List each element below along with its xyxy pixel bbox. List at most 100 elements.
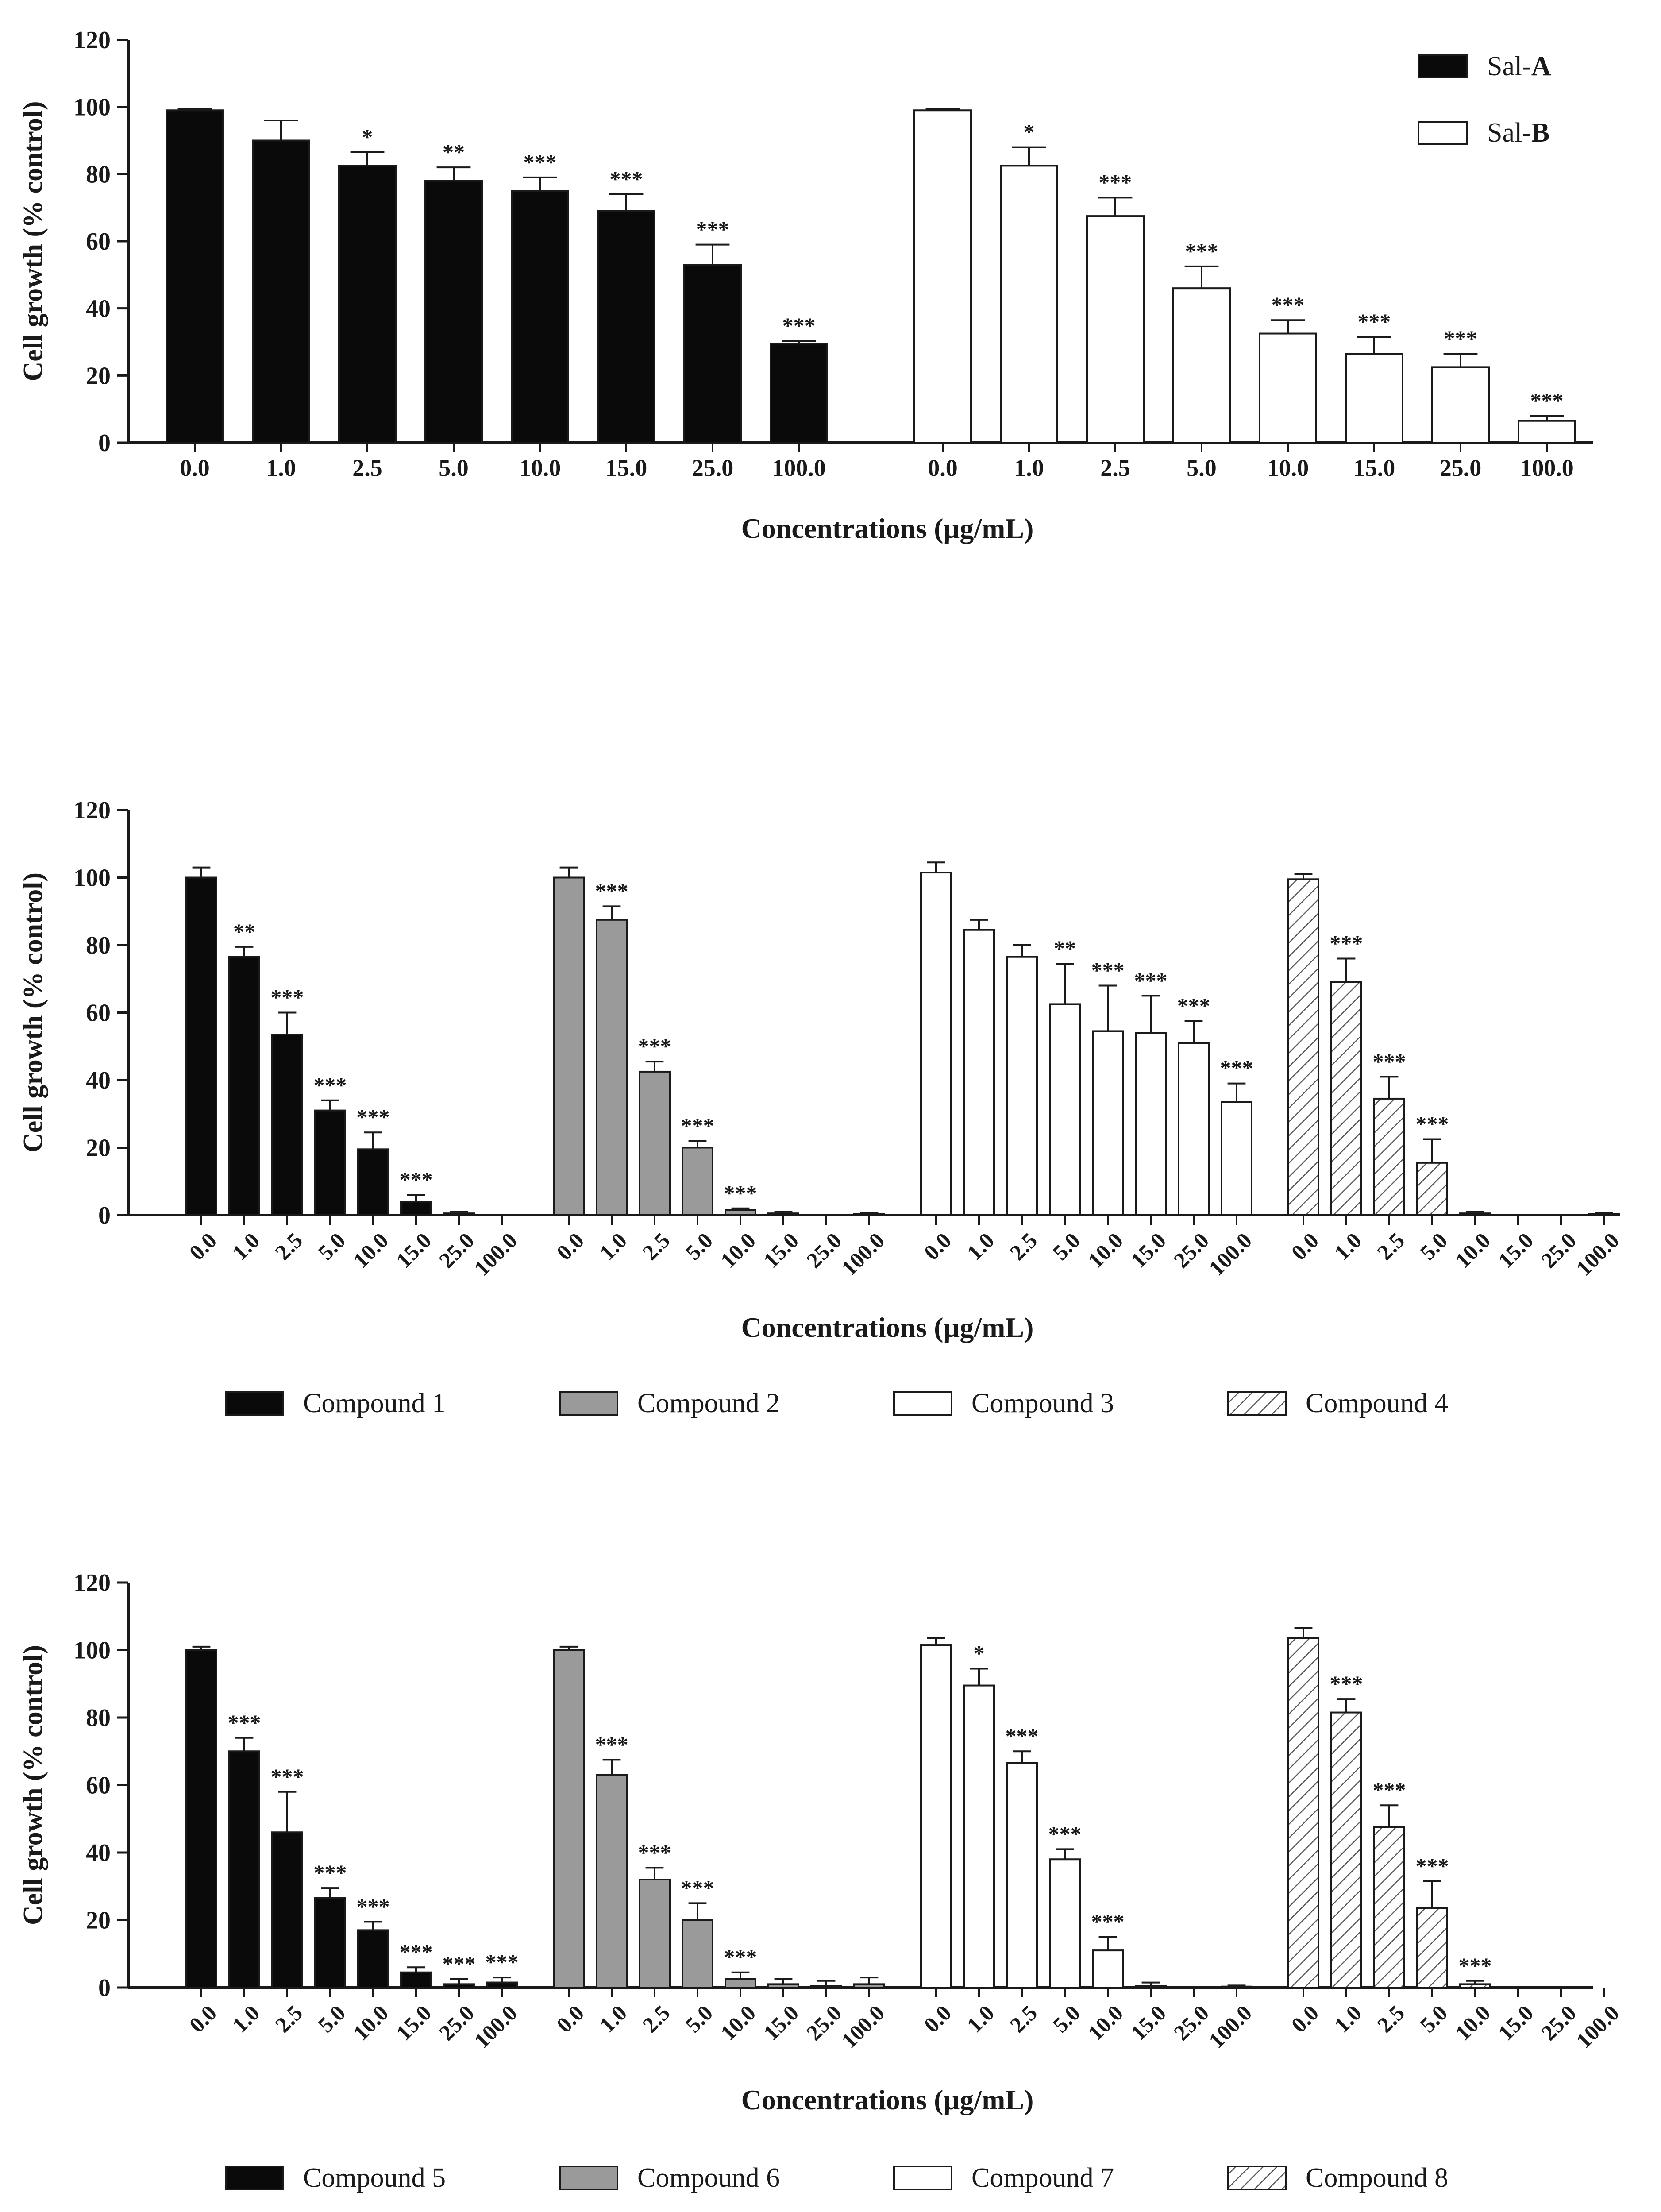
significance-label: *** <box>1444 326 1477 351</box>
x-tick-label: 2.5 <box>352 455 382 481</box>
y-tick-label: 80 <box>86 161 111 188</box>
x-tick-label: 1.0 <box>227 1228 264 1265</box>
significance-label: *** <box>357 1894 390 1919</box>
significance-label: *** <box>1006 1723 1039 1748</box>
bar <box>597 210 655 444</box>
y-tick-label: 100 <box>73 865 111 892</box>
legend-swatch <box>893 1391 952 1416</box>
significance-label: *** <box>400 1167 433 1192</box>
bar <box>1000 165 1058 444</box>
bar <box>166 109 224 444</box>
bar <box>553 1649 585 1988</box>
y-tick-label: 20 <box>86 362 111 390</box>
significance-label: *** <box>1185 239 1218 263</box>
x-tick-label: 15.0 <box>391 2000 436 2045</box>
x-tick-label: 2.5 <box>637 2000 674 2038</box>
legend-swatch <box>893 2166 952 2190</box>
significance-label: *** <box>610 166 643 191</box>
x-tick-label: 15.0 <box>1493 2000 1538 2045</box>
x-tick-label: 15.0 <box>1126 1228 1171 1273</box>
bar <box>767 1983 799 1988</box>
x-tick-label: 2.5 <box>270 2000 307 2038</box>
y-tick-label: 0 <box>98 1974 111 2002</box>
bar <box>1416 1907 1448 1988</box>
bar <box>683 264 742 444</box>
significance-label: *** <box>638 1034 671 1058</box>
bar <box>920 872 952 1216</box>
x-tick-label: 25.0 <box>692 455 734 481</box>
bar <box>596 919 628 1216</box>
x-tick-label: 100.0 <box>469 2000 522 2053</box>
x-tick-label: 5.0 <box>1187 455 1217 481</box>
bar <box>1431 366 1490 444</box>
significance-label: *** <box>443 1951 476 1976</box>
significance-label: ** <box>1054 936 1076 961</box>
legend-label-suffix: B <box>1531 118 1549 148</box>
legend-label: Compound 3 <box>971 1388 1114 1418</box>
bar <box>1172 287 1231 444</box>
significance-label: *** <box>1330 1671 1363 1696</box>
bar <box>920 1644 952 1988</box>
x-tick-label: 1.0 <box>1329 2000 1366 2038</box>
x-tick-label: 5.0 <box>1048 1228 1085 1265</box>
x-tick-label: 10.0 <box>1267 455 1309 481</box>
x-tick-label: 5.0 <box>313 1228 350 1265</box>
x-tick-label: 100.0 <box>772 455 826 481</box>
x-tick-label: 2.5 <box>270 1228 307 1265</box>
x-tick-label: 5.0 <box>1048 2000 1085 2038</box>
significance-label: ** <box>233 919 255 944</box>
legend-swatch <box>559 1391 618 1416</box>
x-tick-label: 100.0 <box>469 1228 522 1281</box>
x-tick-label: 10.0 <box>1083 2000 1128 2045</box>
bar <box>400 1201 432 1216</box>
bar <box>553 876 585 1216</box>
bar <box>1330 1711 1362 1988</box>
bar <box>725 1209 756 1216</box>
x-tick-label: 100.0 <box>1520 455 1574 481</box>
legend-label: Sal-A <box>1487 51 1551 81</box>
x-tick-label: 15.0 <box>1126 2000 1171 2045</box>
significance-label: *** <box>314 1073 347 1097</box>
bar <box>252 139 310 444</box>
bar <box>963 929 995 1216</box>
chart-panel-2: 0 20 40 60 80 100 120 Cell growth (% control) Co… <box>18 797 1624 1418</box>
x-tick-label: 0.0 <box>928 455 958 481</box>
bar <box>1092 1030 1124 1216</box>
significance-label: *** <box>1330 931 1363 956</box>
bar <box>1221 1985 1252 1988</box>
bar <box>1588 1213 1620 1216</box>
x-tick-label: 10.0 <box>716 2000 760 2045</box>
significance-label: *** <box>1134 968 1168 992</box>
x-tick-label: 0.0 <box>184 2000 221 2038</box>
x-tick-label: 0.0 <box>1286 2000 1323 2038</box>
bar <box>486 1981 518 1988</box>
x-tick-label: 100.0 <box>1571 2000 1624 2053</box>
y-tick-label: 0 <box>98 429 111 457</box>
charts-layer: 0 20 40 60 80 100 120 Cell growth (% control) Co… <box>18 27 1624 2193</box>
bar <box>1092 1949 1124 1988</box>
bar <box>1135 1032 1167 1216</box>
x-tick-label: 2.5 <box>1100 455 1130 481</box>
x-tick-label: 2.5 <box>1005 2000 1042 2038</box>
bar <box>511 190 569 444</box>
significance-label: ** <box>443 139 465 164</box>
bar <box>1373 1826 1405 1988</box>
x-tick-label: 2.5 <box>1372 2000 1409 2038</box>
bar <box>682 1147 713 1216</box>
x-tick-label: 0.0 <box>919 2000 956 2038</box>
legend-swatch <box>225 2166 284 2190</box>
y-axis-label: Cell growth (% control) <box>18 101 48 381</box>
x-tick-label: 1.0 <box>962 2000 999 2038</box>
bar <box>1459 1212 1491 1216</box>
bar <box>357 1929 389 1988</box>
chart-panel-1: 0 20 40 60 80 100 120 Cell growth (% control) Co… <box>18 27 1593 544</box>
x-tick-label: 1.0 <box>266 455 296 481</box>
significance-label: *** <box>524 150 557 174</box>
x-tick-label: 0.0 <box>551 2000 589 2038</box>
legend-label: Sal-B <box>1487 118 1549 148</box>
bar <box>1006 956 1038 1216</box>
legend-swatch <box>1227 2166 1287 2190</box>
significance-label: *** <box>271 1764 304 1789</box>
bar <box>271 1034 303 1216</box>
y-tick-label: 100 <box>73 1637 111 1664</box>
